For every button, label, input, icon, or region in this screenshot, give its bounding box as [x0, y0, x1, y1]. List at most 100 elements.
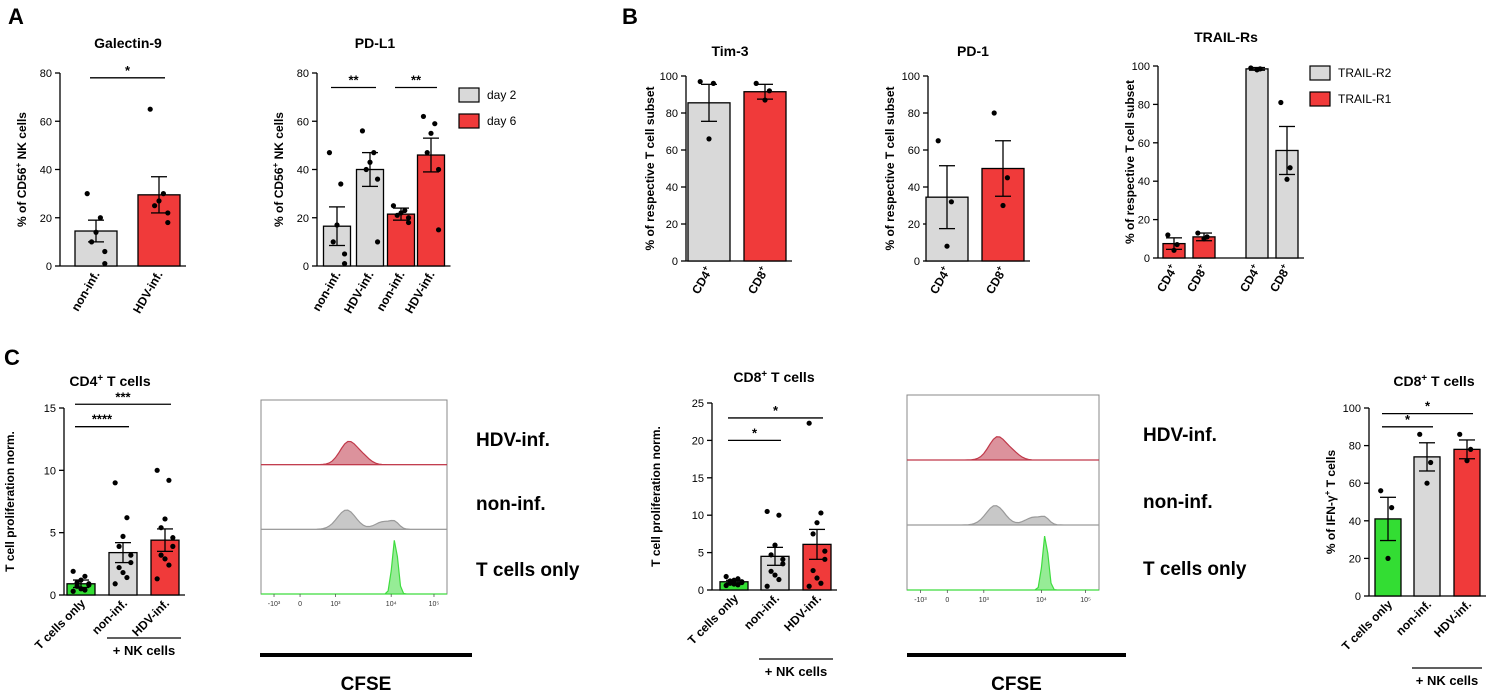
data-point	[402, 207, 408, 214]
data-point	[341, 251, 348, 257]
significance-label: *	[125, 63, 131, 78]
data-point	[124, 574, 130, 581]
flow-frame	[906, 394, 1100, 591]
y-tick-label: 40	[1138, 176, 1150, 188]
data-point	[116, 543, 122, 549]
data-point	[147, 106, 153, 112]
data-point	[86, 582, 92, 588]
data-point	[818, 580, 824, 586]
data-point	[112, 581, 118, 587]
flow-row-label: T cells only	[476, 560, 580, 581]
y-tick-label: 40	[297, 165, 309, 177]
data-point	[822, 548, 828, 554]
data-point	[735, 582, 741, 588]
data-point	[120, 569, 126, 576]
y-tick-label: 60	[1349, 478, 1361, 490]
y-tick-label: 10	[44, 465, 56, 477]
legend-swatch	[458, 113, 480, 129]
data-point	[160, 191, 166, 197]
legend-label: day 6	[487, 114, 517, 128]
data-point	[935, 138, 941, 144]
y-tick-label: 15	[44, 403, 56, 415]
category-label: HDV-inf.	[341, 269, 376, 316]
y-axis-label: % of respective T cell subset	[643, 86, 657, 250]
data-point	[810, 531, 816, 537]
cd4-flow-histograms: HDV-inf. non-inf. T cells only -10³ 0 10³ 10⁴ 1…	[260, 399, 580, 691]
data-point	[158, 525, 164, 531]
cd8-flow-histograms: HDV-inf. non-inf. T cells only -10³ 0 10³ 10⁴ 1…	[906, 394, 1247, 691]
data-point	[432, 121, 438, 127]
y-tick-label: 80	[666, 108, 678, 120]
data-point	[1287, 165, 1293, 171]
data-point	[764, 508, 770, 515]
data-point	[326, 150, 333, 156]
flow-x-tick-label: 10⁴	[1036, 597, 1047, 604]
category-label: CD8+	[1265, 261, 1293, 294]
category-label: non-inf.	[741, 591, 782, 632]
y-tick-label: 20	[1349, 553, 1361, 565]
data-point	[82, 587, 88, 593]
cd4-proliferation-chart: CD4+ T cells 0 5 10 15 T cell proliferation n…	[3, 373, 185, 658]
data-point	[374, 176, 381, 182]
y-tick-label: 60	[40, 116, 52, 128]
data-point	[735, 576, 741, 582]
category-label: CD8+	[981, 263, 1009, 296]
data-point	[165, 219, 171, 226]
panel-letter-b: B	[622, 4, 638, 29]
category-label: CD4+	[925, 263, 953, 296]
data-point	[78, 586, 84, 592]
y-tick-label: 100	[660, 71, 678, 83]
y-tick-label: 25	[692, 398, 704, 410]
data-point	[806, 583, 812, 589]
flow-row-label: HDV-inf.	[1143, 425, 1217, 446]
data-point	[93, 229, 99, 235]
data-point	[1000, 202, 1006, 209]
cd8-proliferation-chart: CD8+ T cells 0 5 10 15 20 25 T cell proliferati…	[649, 369, 837, 679]
data-point	[170, 535, 176, 541]
data-point	[1278, 99, 1284, 106]
significance-label: *	[773, 403, 779, 418]
panel-letter-c: C	[4, 345, 20, 370]
y-tick-label: 0	[1355, 591, 1361, 603]
data-point	[944, 243, 950, 249]
flow-histogram	[261, 440, 447, 466]
data-point	[363, 166, 369, 173]
category-label: non-inf.	[1393, 597, 1434, 638]
bar	[687, 102, 731, 262]
y-tick-label: 20	[1138, 215, 1150, 227]
y-tick-label: 20	[40, 213, 52, 225]
data-point	[780, 561, 786, 567]
legend-swatch	[458, 87, 480, 103]
y-tick-label: 100	[1132, 61, 1150, 73]
data-point	[124, 515, 130, 521]
data-point	[112, 480, 118, 486]
data-point	[772, 572, 778, 578]
data-point	[1195, 230, 1201, 236]
y-tick-label: 40	[1349, 516, 1361, 528]
y-tick-label: 60	[1138, 138, 1150, 150]
group-label: + NK cells	[1416, 673, 1479, 688]
data-point	[1428, 459, 1434, 466]
data-point	[706, 136, 712, 142]
flow-x-tick-label: 10³	[330, 601, 341, 608]
data-point	[776, 512, 782, 518]
bar	[1245, 68, 1269, 259]
data-point	[116, 564, 122, 571]
flow-histogram	[907, 436, 1099, 461]
data-point	[70, 568, 76, 574]
data-point	[70, 588, 76, 594]
data-point	[330, 239, 336, 245]
chart-title: CD4+ T cells	[69, 373, 150, 390]
category-label: T cells only	[1339, 597, 1395, 653]
bar	[1453, 448, 1481, 597]
data-point	[697, 78, 703, 85]
y-tick-label: 60	[666, 145, 678, 157]
data-point	[1248, 65, 1254, 71]
tim3-chart: Tim-3 0 20 40 60 80 100% of respective T cell …	[643, 43, 792, 297]
data-point	[374, 239, 381, 245]
data-point	[1457, 431, 1463, 437]
data-point	[1385, 555, 1391, 562]
category-label: CD4+	[687, 263, 715, 296]
flow-row-label: non-inf.	[1143, 492, 1213, 513]
y-tick-label: 10	[692, 510, 704, 522]
